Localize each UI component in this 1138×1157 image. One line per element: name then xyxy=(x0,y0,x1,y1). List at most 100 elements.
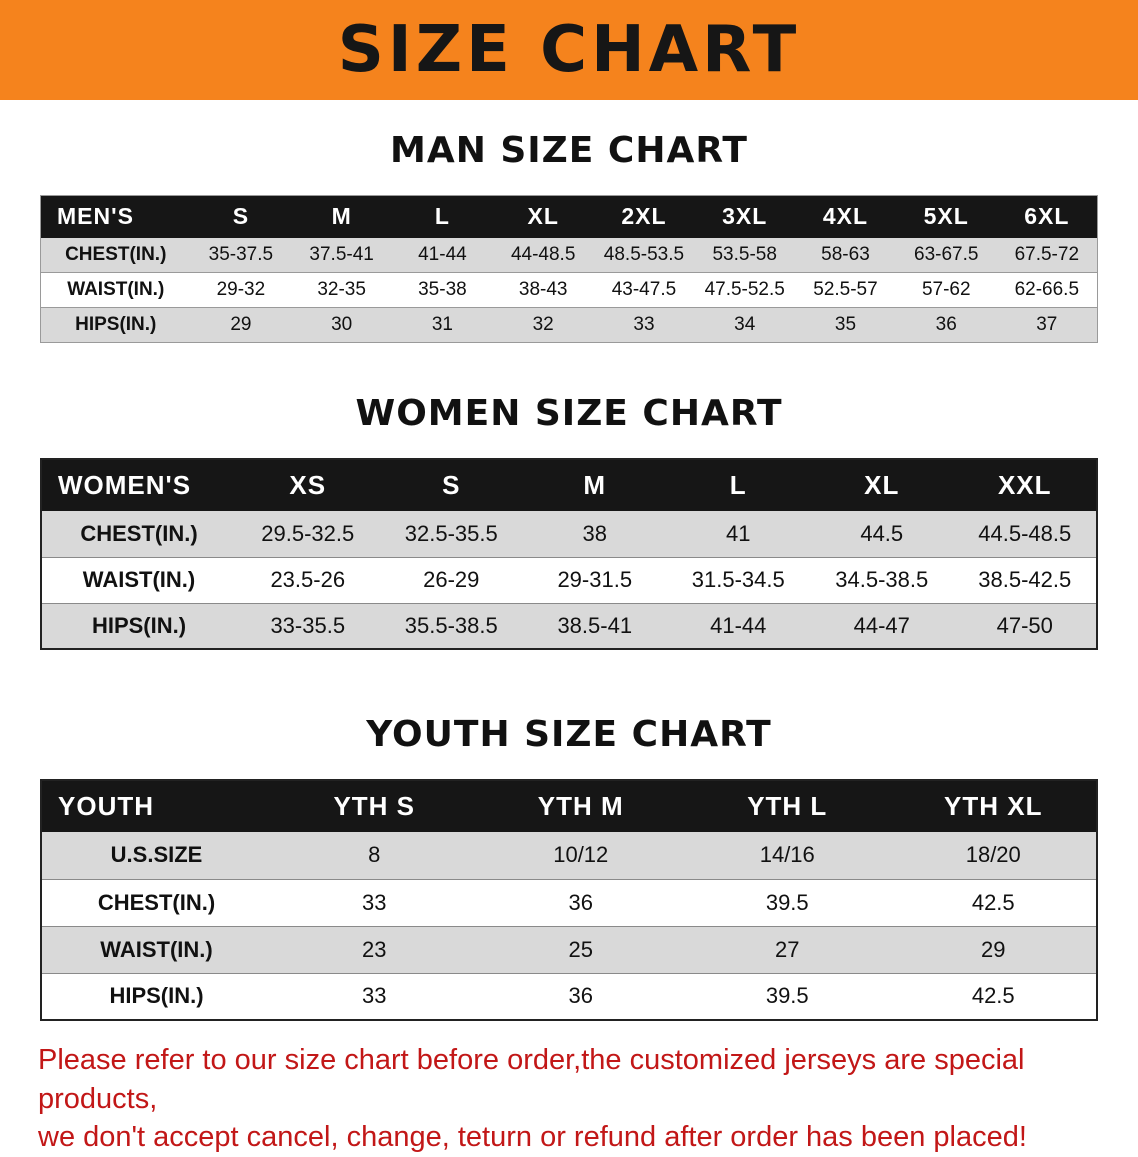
size-column-header: XL xyxy=(810,459,954,511)
row-label-cell: HIPS(IN.) xyxy=(40,307,191,343)
table-head: YOUTH YTH S YTH M YTH L YTH XL xyxy=(41,780,1097,832)
size-value-cell: 33-35.5 xyxy=(236,603,380,650)
table-row: HIPS(IN.) 29 30 31 32 33 34 35 36 37 xyxy=(40,307,1098,343)
size-value-cell: 62-66.5 xyxy=(996,272,1098,308)
women-section-heading: WOMEN SIZE CHART xyxy=(355,393,783,434)
table-row: WAIST(IN.) 23.5-26 26-29 29-31.5 31.5-34.5 34… xyxy=(41,557,1097,604)
size-value-cell: 44-47 xyxy=(810,603,954,650)
size-value-cell: 38.5-41 xyxy=(523,603,667,650)
disclaimer-line-1: Please refer to our size chart before or… xyxy=(38,1044,1025,1115)
table-row: CHEST(IN.) 35-37.5 37.5-41 41-44 44-48.5 48.5… xyxy=(40,237,1098,273)
youth-size-table: YOUTH YTH S YTH M YTH L YTH XL U.S.SIZE 8 10/12… xyxy=(40,779,1098,1021)
size-column-header: M xyxy=(291,195,393,238)
size-column-header: 4XL xyxy=(795,195,896,238)
size-column-header: L xyxy=(666,459,810,511)
size-value-cell: 41 xyxy=(666,511,810,558)
page-title: SIZE CHART xyxy=(337,13,801,87)
size-column-header: L xyxy=(392,195,493,238)
size-value-cell: 52.5-57 xyxy=(795,272,896,308)
size-column-header: YTH L xyxy=(684,780,891,832)
size-value-cell: 42.5 xyxy=(890,973,1097,1021)
size-column-header: YTH XL xyxy=(890,780,1097,832)
size-value-cell: 33 xyxy=(593,307,695,343)
size-value-cell: 44-48.5 xyxy=(492,237,594,273)
size-value-cell: 63-67.5 xyxy=(895,237,997,273)
size-value-cell: 26-29 xyxy=(379,557,523,604)
size-value-cell: 47-50 xyxy=(953,603,1097,650)
row-label-cell: CHEST(IN.) xyxy=(41,879,271,927)
row-label-cell: HIPS(IN.) xyxy=(41,603,236,650)
size-column-header: YTH S xyxy=(271,780,478,832)
size-value-cell: 43-47.5 xyxy=(593,272,695,308)
size-value-cell: 29 xyxy=(890,926,1097,974)
size-column-header: 2XL xyxy=(593,195,695,238)
size-value-cell: 8 xyxy=(271,832,478,880)
row-label-cell: WAIST(IN.) xyxy=(41,557,236,604)
size-value-cell: 27 xyxy=(684,926,891,974)
size-value-cell: 23 xyxy=(271,926,478,974)
size-value-cell: 10/12 xyxy=(477,832,684,880)
size-column-header: 3XL xyxy=(694,195,796,238)
size-value-cell: 30 xyxy=(291,307,393,343)
size-value-cell: 36 xyxy=(477,973,684,1021)
table-title-cell: MEN'S xyxy=(40,195,191,238)
size-value-cell: 33 xyxy=(271,973,478,1021)
size-value-cell: 34 xyxy=(694,307,796,343)
row-label-cell: WAIST(IN.) xyxy=(40,272,191,308)
size-value-cell: 14/16 xyxy=(684,832,891,880)
table-header-row: YOUTH YTH S YTH M YTH L YTH XL xyxy=(41,780,1097,832)
main-content: MAN SIZE CHART MEN'S S M L XL 2XL 3XL 4XL 5XL 6XL… xyxy=(0,100,1138,1021)
size-value-cell: 38.5-42.5 xyxy=(953,557,1097,604)
size-value-cell: 42.5 xyxy=(890,879,1097,927)
disclaimer-note: Please refer to our size chart before or… xyxy=(38,1041,1100,1157)
size-value-cell: 33 xyxy=(271,879,478,927)
youth-size-section: YOUTH SIZE CHART YOUTH YTH S YTH M YTH L YTH… xyxy=(0,650,1138,1021)
size-column-header: S xyxy=(379,459,523,511)
men-size-section: MAN SIZE CHART MEN'S S M L XL 2XL 3XL 4XL 5XL 6XL… xyxy=(0,100,1138,343)
size-value-cell: 35-37.5 xyxy=(190,237,292,273)
size-value-cell: 39.5 xyxy=(684,879,891,927)
men-size-table: MEN'S S M L XL 2XL 3XL 4XL 5XL 6XL CHEST(IN.) 35-37… xyxy=(40,195,1098,343)
table-row: HIPS(IN.) 33 36 39.5 42.5 xyxy=(41,973,1097,1021)
table-header-row: MEN'S S M L XL 2XL 3XL 4XL 5XL 6XL xyxy=(40,195,1098,238)
size-column-header: M xyxy=(523,459,667,511)
size-value-cell: 39.5 xyxy=(684,973,891,1021)
table-header-row: WOMEN'S XS S M L XL XXL xyxy=(41,459,1097,511)
size-value-cell: 57-62 xyxy=(895,272,997,308)
size-value-cell: 36 xyxy=(477,879,684,927)
table-row: U.S.SIZE 8 10/12 14/16 18/20 xyxy=(41,832,1097,880)
size-value-cell: 29-32 xyxy=(190,272,292,308)
size-value-cell: 23.5-26 xyxy=(236,557,380,604)
size-column-header: XXL xyxy=(953,459,1097,511)
size-value-cell: 44.5-48.5 xyxy=(953,511,1097,558)
size-column-header: S xyxy=(190,195,292,238)
size-value-cell: 67.5-72 xyxy=(996,237,1098,273)
size-value-cell: 29 xyxy=(190,307,292,343)
size-value-cell: 35.5-38.5 xyxy=(379,603,523,650)
size-column-header: 6XL xyxy=(996,195,1098,238)
table-body: CHEST(IN.) 29.5-32.5 32.5-35.5 38 41 44.5 44.5… xyxy=(41,511,1097,650)
size-value-cell: 32.5-35.5 xyxy=(379,511,523,558)
women-size-section: WOMEN SIZE CHART WOMEN'S XS S M L XL XXL CHEST(… xyxy=(0,343,1138,650)
size-value-cell: 31 xyxy=(392,307,493,343)
size-column-header: XS xyxy=(236,459,380,511)
size-value-cell: 48.5-53.5 xyxy=(593,237,695,273)
table-title-cell: YOUTH xyxy=(41,780,271,832)
row-label-cell: HIPS(IN.) xyxy=(41,973,271,1021)
size-value-cell: 44.5 xyxy=(810,511,954,558)
size-column-header: YTH M xyxy=(477,780,684,832)
size-value-cell: 36 xyxy=(895,307,997,343)
size-value-cell: 38-43 xyxy=(492,272,594,308)
size-value-cell: 38 xyxy=(523,511,667,558)
size-value-cell: 32-35 xyxy=(291,272,393,308)
disclaimer-line-2: we don't accept cancel, change, teturn o… xyxy=(38,1121,1027,1154)
size-value-cell: 34.5-38.5 xyxy=(810,557,954,604)
table-row: CHEST(IN.) 29.5-32.5 32.5-35.5 38 41 44.5 44.5… xyxy=(41,511,1097,558)
size-column-header: XL xyxy=(492,195,594,238)
size-column-header: 5XL xyxy=(895,195,997,238)
size-value-cell: 37.5-41 xyxy=(291,237,393,273)
table-row: CHEST(IN.) 33 36 39.5 42.5 xyxy=(41,879,1097,927)
row-label-cell: CHEST(IN.) xyxy=(40,237,191,273)
table-body: CHEST(IN.) 35-37.5 37.5-41 41-44 44-48.5 48.5… xyxy=(40,237,1098,343)
